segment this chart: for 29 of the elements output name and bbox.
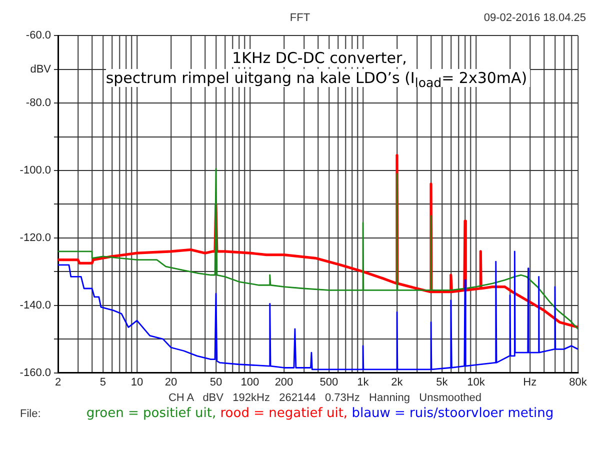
text: CH A dBV 192kHz 262144 0.73Hz Hanning Unsmoothed	[167, 392, 483, 404]
x-tick-label: 2k	[391, 376, 404, 388]
x-tick-label: 500	[320, 376, 338, 388]
x-tick-label: 80k	[569, 376, 588, 388]
x-tick-label: 100	[240, 376, 260, 388]
y-tick-label: -140.0	[20, 299, 51, 312]
x-tick-label: 5k	[436, 376, 448, 388]
y-tick-label: -80.0	[26, 97, 51, 110]
text: rood = negatief uit,	[220, 406, 348, 421]
y-tick-label: dBV	[30, 63, 52, 76]
y-tick-label: -60.0	[26, 30, 51, 42]
text: 09-02-2016 18.04.25	[484, 12, 586, 24]
text: groen = positief uit,	[86, 406, 216, 421]
y-tick-label: -160.0	[20, 366, 51, 379]
text: blauw = ruis/stoorvloer meting	[352, 406, 554, 421]
y-tick-label: -120.0	[20, 232, 51, 244]
x-tick-label: 2	[54, 376, 62, 388]
x-tick-label: 1k	[357, 376, 370, 388]
x-tick-label: Hz	[523, 376, 537, 388]
x-tick-label: 20	[164, 376, 178, 388]
x-tick-label: 50	[210, 376, 222, 388]
text: File:	[20, 408, 41, 420]
y-tick-label: -100.0	[20, 164, 51, 177]
x-tick-label: 10k	[467, 376, 486, 388]
x-tick-label: 5	[100, 376, 106, 388]
text: 1KHz DC-DC converter, spectrum rimpel uitgang na kale LDO’s (I$_{load}$= 2x30mA)	[106, 49, 530, 90]
x-tick-label: 200	[274, 376, 294, 388]
text: FFT	[290, 12, 310, 24]
x-tick-label: 10	[130, 376, 144, 388]
